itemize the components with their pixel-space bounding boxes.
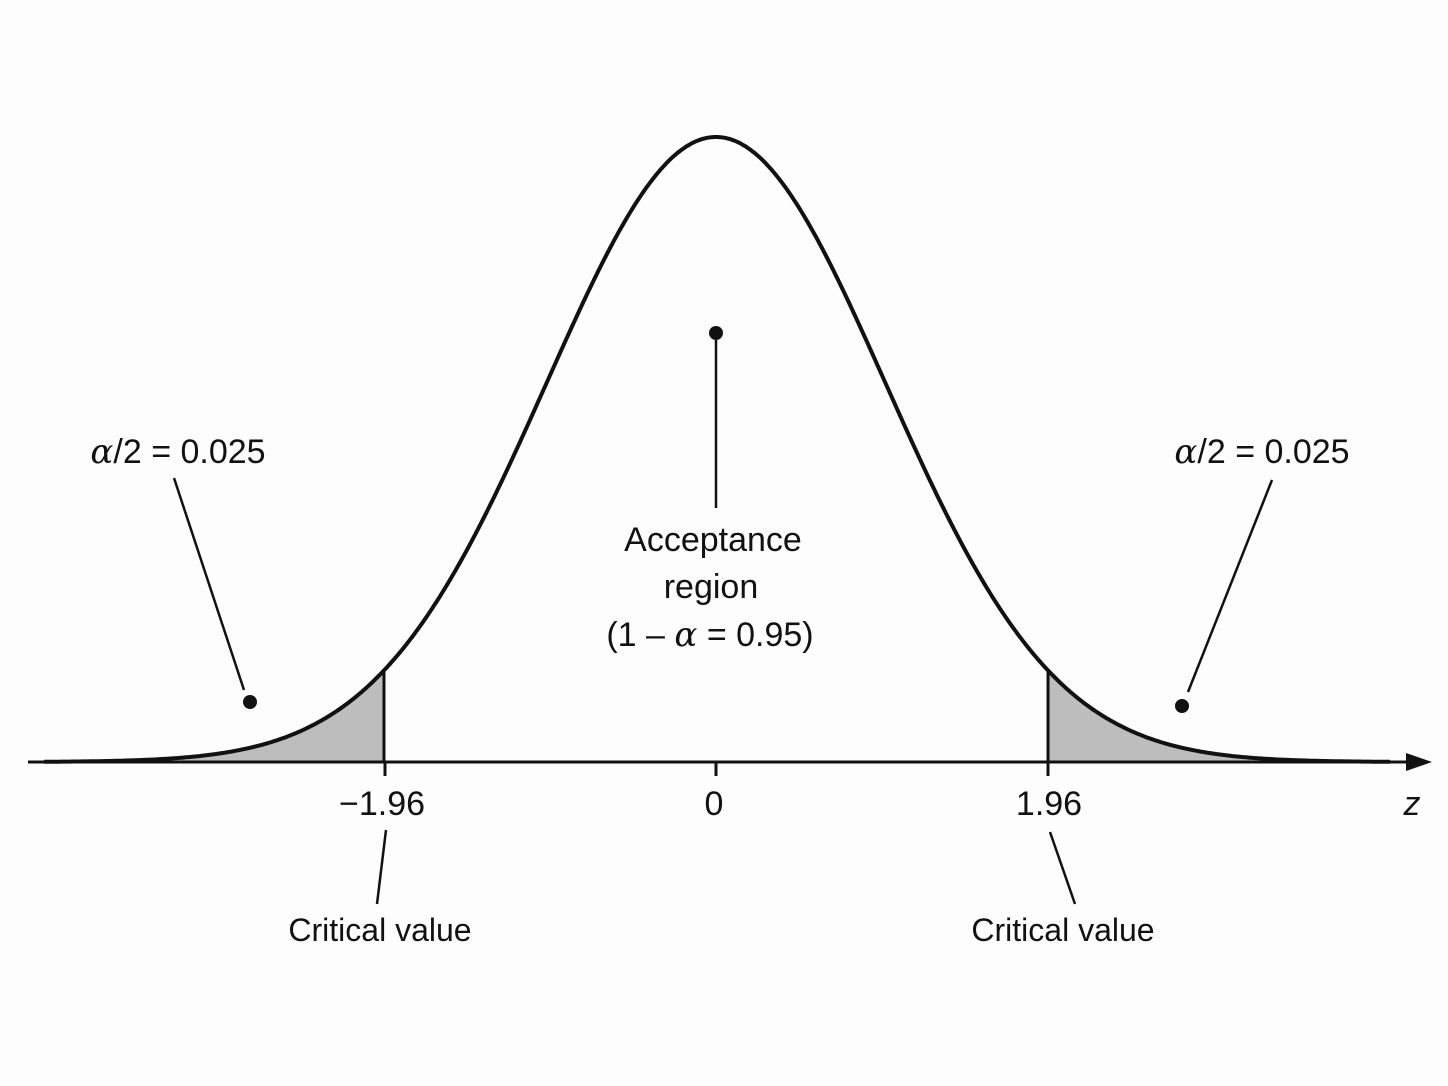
left-tail-leader <box>172 477 246 691</box>
right-tail-alpha-label: α/2 = 0.025 <box>1174 432 1349 472</box>
normal-curve <box>43 135 1390 764</box>
right-tail-leader <box>1186 479 1274 693</box>
right-critical-leader <box>1048 831 1077 905</box>
acceptance-label-line3: (1 – α = 0.95) <box>606 615 813 655</box>
z-axis-label: z <box>1403 785 1421 823</box>
acceptance-marker <box>709 326 723 340</box>
left-critical-value-label: Critical value <box>288 912 471 948</box>
left-tail-marker <box>243 695 257 709</box>
left-rejection-region <box>44 670 384 762</box>
right-critical-value-label: Critical value <box>971 912 1154 948</box>
acceptance-label-line2: region <box>664 568 759 606</box>
acceptance-label-line1: Acceptance <box>624 521 802 559</box>
z-axis-arrowhead <box>1406 753 1432 771</box>
tick-label-neg-1.96: −1.96 <box>339 785 425 823</box>
right-rejection-region <box>1048 670 1390 762</box>
tick-label-0: 0 <box>705 785 724 823</box>
left-critical-leader <box>375 829 388 905</box>
tick-label-1.96: 1.96 <box>1016 785 1082 823</box>
left-tail-alpha-label: α/2 = 0.025 <box>90 432 265 472</box>
right-tail-marker <box>1175 699 1189 713</box>
